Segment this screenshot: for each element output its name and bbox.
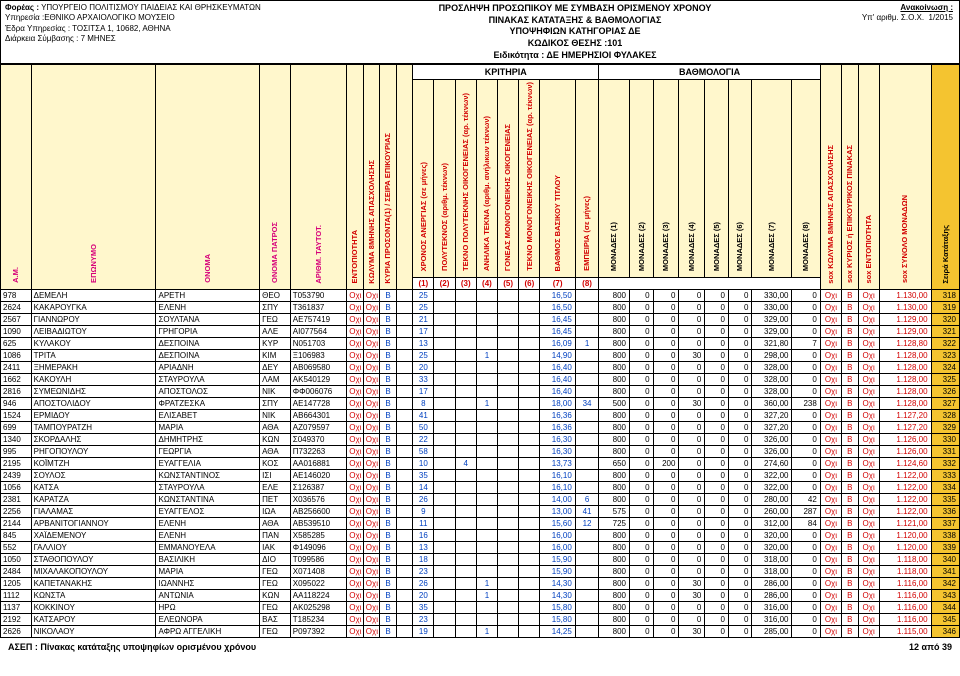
table-row: 2624ΚΑΚΑΡΟΥΓΚΑΕΛΕΝΗΣΠΥΤ361837ΟχιΟχιΒ2516… <box>1 302 960 314</box>
group-kritiria: ΚΡΙΤΗΡΙΑ <box>413 65 599 80</box>
title-l5: Ειδικότητα : ΔΕ ΗΜΕΡΗΣΙΟΙ ΦΥΛΑΚΕΣ <box>315 50 835 62</box>
col-m8: ΜΟΝΑΔΕΣ (8) <box>802 220 810 273</box>
col-eponimo: ΕΠΩΝΥΜΟ <box>90 242 98 285</box>
col-sox-kolyma: sox ΚΩΛΥΜΑ 8ΜΗΝΗΣ ΑΠΑΣΧΟΛΗΣΗΣ <box>827 143 835 286</box>
footer-right: 12 από 39 <box>909 642 952 652</box>
foreas-label: Φορέας : <box>5 3 39 12</box>
col-onoma: ΟΝΟΜΑ <box>204 252 212 285</box>
table-row: 2484ΜΙΧΑΛΑΚΟΠΟΥΛΟΥΜΑΡΙΑΓΕΩΧ071408ΟχιΟχιΒ… <box>1 566 960 578</box>
yparithm: 1/2015 <box>929 13 953 22</box>
table-row: 625ΚΥΛΑΚΟΥΔΕΣΠΟΙΝΑΚΥΡΝ051703ΟχιΟχιΒ1316,… <box>1 338 960 350</box>
col-m5: ΜΟΝΑΔΕΣ (5) <box>713 220 721 273</box>
col-empeiria: ΕΜΠΕΙΡΙΑ (σε μήνες) <box>583 194 591 273</box>
table-row: 1050ΣΤΑΘΟΠΟΥΛΟΥΒΑΣΙΛΙΚΗΔΙΟΤ099586ΟχιΟχιΒ… <box>1 554 960 566</box>
table-row: 978ΔΕΜΕΛΗΑΡΕΤΗΘΕΟΤ053790ΟχιΟχιΒ2516,5080… <box>1 290 960 302</box>
col-at: ΑΡΙΘΜ. ΤΑΥΤΟΤ. <box>315 223 323 286</box>
table-row: 1662ΚΑΚΟΥΛΗΣΤΑΥΡΟΥΛΑΛΑΜΑΚ540129ΟχιΟχιΒ33… <box>1 374 960 386</box>
table-row: 1090ΛΕΙΒΑΔΙΩΤΟΥΓΡΗΓΟΡΙΑΑΛΕΑΙ077564ΟχιΟχι… <box>1 326 960 338</box>
col-m1: ΜΟΝΑΔΕΣ (1) <box>610 220 618 273</box>
table-row: 1056ΚΑΤΣΑΣΤΑΥΡΟΥΛΑΕΛΕΣ126387ΟχιΟχιΒ1416,… <box>1 482 960 494</box>
table-row: 995ΡΗΓΟΠΟΥΛΟΥΓΕΩΡΓΙΑΑΘΑΠ732263ΟχιΟχιΒ581… <box>1 446 960 458</box>
table-row: 1086ΤΡΙΤΑΔΕΣΠΟΙΝΑΚΙΜΞ106983ΟχιΟχιΒ25114,… <box>1 350 960 362</box>
table-row: 2816ΣΥΜΕΩΝΙΔΗΣΑΠΟΣΤΟΛΟΣΝΙΚΦΦ006076ΟχιΟχι… <box>1 386 960 398</box>
table-row: 2411ΞΗΜΕΡΑΚΗΑΡΙΑΔΝΗΔΕΥΑΒ069580ΟχιΟχιΒ201… <box>1 362 960 374</box>
ypiresia-label: Υπηρεσία : <box>5 13 44 22</box>
table-row: 699ΤΑΜΠΟΥΡΑΤΖΗΜΑΡΙΑΑΘΑΑΖ079597ΟχιΟχιΒ501… <box>1 422 960 434</box>
col-am: Α.Μ. <box>12 265 20 285</box>
col-seira: ΚΥΡΙΑ ΠΡΟΣΟΝΤΑ(1) / ΣΕΙΡΑ ΕΠΙΚΟΥΡΙΑΣ <box>384 131 392 286</box>
group-bathmologia: ΒΑΘΜΟΛΟΓΙΑ <box>599 65 820 80</box>
table-row: 2381ΚΑΡΑΤΖΑΚΩΝΣΤΑΝΤΙΝΑΠΕΤΧ036576ΟχιΟχιΒ2… <box>1 494 960 506</box>
table-row: 1112ΚΩΝΣΤΑΑΝΤΩΝΙΑΚΩΝΑΑ118224ΟχιΟχιΒ20114… <box>1 590 960 602</box>
ypiresia: ΕΘΝΙΚΟ ΑΡΧΑΙΟΛΟΓΙΚΟ ΜΟΥΣΕΙΟ <box>44 13 175 22</box>
col-m7: ΜΟΝΑΔΕΣ (7) <box>768 220 776 273</box>
col-m4: ΜΟΝΑΔΕΣ (4) <box>688 220 696 273</box>
table-row: 2626ΝΙΚΟΛΑΟΥΑΦΡΩ ΑΓΓΕΛΙΚΗΓΕΩΡ097392ΟχιΟχ… <box>1 626 960 638</box>
table-row: 1524ΕΡΜΙΔΟΥΕΛΙΣΑΒΕΤΝΙΚΑΒ664301ΟχιΟχιΒ411… <box>1 410 960 422</box>
col-poly: ΠΟΛΥΤΕΚΝΟΣ (αριθμ. τέκνων) <box>441 161 449 273</box>
col-kolyma: ΚΩΛΥΜΑ 8ΜΗΝΗΣ ΑΠΑΣΧΟΛΗΣΗΣ <box>368 158 376 286</box>
yparithm-label: Υπ' αριθμ. Σ.Ο.Χ. <box>862 13 924 22</box>
table-row: 2195ΚΟΪΜΤΖΗΕΥΑΓΓΕΛΙΑΚΟΣΑΑ016881ΟχιΟχιΒ10… <box>1 458 960 470</box>
table-row: 845ΧΑΪΔΕΜΕΝΟΥΕΛΕΝΗΠΑΝΧ585285ΟχιΟχιΒ1616,… <box>1 530 960 542</box>
table-row: 946ΑΠΟΣΤΟΛΙΔΟΥΦΡΑΤΖΕΣΚΑΣΠΥΑΕ147728ΟχιΟχι… <box>1 398 960 410</box>
anak-label: Ανακοίνωση : <box>845 3 953 13</box>
col-m3: ΜΟΝΑΔΕΣ (3) <box>662 220 670 273</box>
col-tek-poly: ΤΕΚΝΟ ΠΟΛΥΤΕΚΝΗΣ ΟΙΚΟΓΕΝΕΙΑΣ (αρ. τέκνων… <box>462 91 470 273</box>
edra: ΤΟΣΙΤΣΑ 1, 10682, ΑΘΗΝΑ <box>72 24 171 33</box>
foreas: ΥΠΟΥΡΓΕΙΟ ΠΟΛΙΤΙΣΜΟΥ ΠΑΙΔΕΙΑΣ ΚΑΙ ΘΡΗΣΚΕ… <box>41 3 261 12</box>
table-row: 1205ΚΑΠΕΤΑΝΑΚΗΣΙΩΑΝΝΗΣΓΕΩΧ095022ΟχιΟχιΒ2… <box>1 578 960 590</box>
col-patros: ΟΝΟΜΑ ΠΑΤΡΟΣ <box>271 220 279 285</box>
table-row: 2144ΑΡΒΑΝΙΤΟΓΙΑΝΝΟΥΕΛΕΝΗΑΘΑΑΒ539510ΟχιΟχ… <box>1 518 960 530</box>
col-gon-mono: ΓΟΝΕΑΣ ΜΟΝΟΓΟΝΕΙΚΗΣ ΟΙΚΟΓΕΝΕΙΑΣ <box>504 122 512 273</box>
col-m2: ΜΟΝΑΔΕΣ (2) <box>638 220 646 273</box>
col-sox-kyrios: sox ΚΥΡΙΟΣ ή ΕΠΙΚΟΥΡΙΚΟΣ ΠΙΝΑΚΑΣ <box>846 143 854 285</box>
table-row: 552ΓΑΛΛΙΟΥΕΜΜΑΝΟΥΕΛΑΙΑΚΦ149096ΟχιΟχιΒ131… <box>1 542 960 554</box>
title-l1: ΠΡΟΣΛΗΨΗ ΠΡΟΣΩΠΙΚΟΥ ΜΕ ΣΥΜΒΑΣΗ ΟΡΙΣΜΕΝΟΥ… <box>315 3 835 15</box>
document-header: Φορέας : ΥΠΟΥΡΓΕΙΟ ΠΟΛΙΤΙΣΜΟΥ ΠΑΙΔΕΙΑΣ Κ… <box>0 0 960 64</box>
header-center: ΠΡΟΣΛΗΨΗ ΠΡΟΣΩΠΙΚΟΥ ΜΕ ΣΥΜΒΑΣΗ ΟΡΙΣΜΕΝΟΥ… <box>311 1 839 63</box>
header-left: Φορέας : ΥΠΟΥΡΓΕΙΟ ΠΟΛΙΤΙΣΜΟΥ ΠΑΙΔΕΙΑΣ Κ… <box>1 1 311 63</box>
diarkeia-label: Διάρκεια Σύμβασης : <box>5 34 78 43</box>
col-anilika: ΑΝΗΛΙΚΑ ΤΕΚΝΑ (αριθμ. ανήλικων τέκνων) <box>483 114 491 273</box>
title-l4: ΚΩΔΙΚΟΣ ΘΕΣΗΣ :101 <box>315 38 835 50</box>
edra-label: Έδρα Υπηρεσίας : <box>5 24 70 33</box>
page-footer: ΑΣΕΠ : Πίνακας κατάταξης υποψηφίων ορισμ… <box>0 638 960 656</box>
table-row: 2567ΓΙΑΝΝΩΡΟΥΣΟΥΛΤΑΝΑΓΕΩΑΕ757419ΟχιΟχιΒ2… <box>1 314 960 326</box>
table-row: 1137ΚΟΚΚΙΝΟΥΗΡΩΓΕΩΑΚ025298ΟχιΟχιΒ3515,80… <box>1 602 960 614</box>
header-right: Ανακοίνωση : Υπ' αριθμ. Σ.Ο.Χ. 1/2015 <box>839 1 959 63</box>
col-seira-kat: Σειρά Κατάταξης <box>942 223 950 286</box>
footer-left: ΑΣΕΠ : Πίνακας κατάταξης υποψηφίων ορισμ… <box>8 642 256 652</box>
title-l2: ΠΙΝΑΚΑΣ ΚΑΤΑΤΑΞΗΣ & ΒΑΘΜΟΛΟΓΙΑΣ <box>315 15 835 27</box>
col-synolo: sox ΣΥΝΟΛΟ ΜΟΝΑΔΩΝ <box>901 193 909 285</box>
col-m6: ΜΟΝΑΔΕΣ (6) <box>736 220 744 273</box>
title-l3: ΥΠΟΨΗΦΙΩΝ ΚΑΤΗΓΟΡΙΑΣ ΔΕ <box>315 26 835 38</box>
col-vathmos: ΒΑΘΜΟΣ ΒΑΣΙΚΟΥ ΤΙΤΛΟΥ <box>554 173 562 273</box>
col-entop: ΕΝΤΟΠΙΟΤΗΤΑ <box>351 228 359 285</box>
diarkeia: 7 ΜΗΝΕΣ <box>81 34 116 43</box>
ranking-table: Α.Μ. ΕΠΩΝΥΜΟ ΟΝΟΜΑ ΟΝΟΜΑ ΠΑΤΡΟΣ ΑΡΙΘΜ. Τ… <box>0 64 960 638</box>
table-row: 2256ΓΙΑΛΑΜΑΣΕΥΑΓΓΕΛΟΣΙΩΑΑΒ256600ΟχιΟχιΒ9… <box>1 506 960 518</box>
col-sox-entop: sox ΕΝΤΟΠΙΟΤΗΤΑ <box>865 213 873 285</box>
table-body: 978ΔΕΜΕΛΗΑΡΕΤΗΘΕΟΤ053790ΟχιΟχιΒ2516,5080… <box>1 290 960 638</box>
table-row: 2439ΣΟΥΛΟΣΚΩΝΣΤΑΝΤΙΝΟΣΙΣΙΑΕ146020ΟχιΟχιΒ… <box>1 470 960 482</box>
table-row: 2192ΚΑΤΣΑΡΟΥΕΛΕΩΝΟΡΑΒΑΣΤ185234ΟχιΟχιΒ231… <box>1 614 960 626</box>
col-tek-mono: ΤΕΚΝΟ ΜΟΝΟΓΟΝΕΙΚΗΣ ΟΙΚΟΓΕΝΕΙΑΣ (αρ. τέκν… <box>526 80 534 273</box>
col-xronos: ΧΡΟΝΟΣ ΑΝΕΡΓΙΑΣ (σε μήνες) <box>420 160 428 273</box>
table-row: 1340ΣΚΟΡΔΑΛΗΣΔΗΜΗΤΡΗΣΚΩΝΣ049370ΟχιΟχιΒ22… <box>1 434 960 446</box>
